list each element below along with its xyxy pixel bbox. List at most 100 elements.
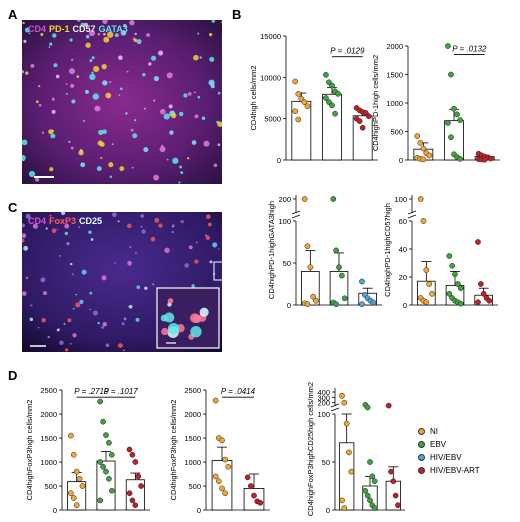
legend-swatch — [418, 441, 425, 448]
cell-dot — [134, 32, 137, 36]
cell-dot — [197, 32, 200, 35]
panel-letter-a: A — [8, 7, 18, 22]
cell-dot — [166, 158, 169, 161]
data-point — [367, 497, 373, 504]
y-tick-label: 2500 — [184, 386, 201, 395]
cell-dot — [129, 245, 132, 248]
y-tick-label: 300 — [317, 393, 330, 402]
data-point — [103, 432, 109, 438]
cell-dot — [70, 58, 74, 61]
cell-dot — [92, 93, 99, 100]
data-point — [446, 290, 453, 297]
data-point — [486, 297, 493, 304]
bar-ebv — [96, 460, 116, 511]
cell-dot — [184, 263, 189, 268]
data-point — [330, 299, 337, 306]
data-point — [215, 435, 222, 441]
cell-dot — [101, 63, 107, 70]
data-point — [414, 133, 421, 139]
data-point — [106, 439, 112, 446]
data-point — [445, 43, 451, 49]
data-point — [364, 404, 371, 411]
data-point — [392, 492, 399, 499]
y-tick-label: 200 — [278, 195, 291, 204]
y-tick-label: 2000 — [40, 410, 57, 419]
data-point — [452, 297, 458, 304]
cell-dot — [150, 55, 157, 61]
data-point — [79, 483, 86, 489]
cell-dot — [133, 38, 138, 43]
cell-dot — [72, 307, 75, 310]
cell-dot — [83, 22, 88, 27]
data-point — [67, 490, 74, 497]
cell-dot — [191, 284, 195, 288]
bar-hiv-ebv-art — [352, 115, 373, 161]
data-point — [478, 152, 485, 159]
data-point — [367, 297, 374, 304]
cell-dot — [75, 294, 77, 296]
data-point — [251, 492, 257, 499]
cell-dot — [132, 133, 138, 139]
cell-dot — [191, 140, 197, 145]
chart-d1: 0 500 1000 1500 2000 2500 CD4highFoxP3high cel… — [25, 386, 150, 515]
cell-dot — [53, 63, 58, 68]
legend-swatch — [418, 454, 425, 461]
cell-dot — [118, 94, 121, 97]
cell-dot — [217, 248, 220, 250]
cell-dot — [64, 223, 70, 229]
cell-dot — [40, 277, 46, 283]
data-point — [481, 156, 488, 163]
legend-label: HIV/EBV — [430, 453, 462, 462]
y-tick-label: 1500 — [386, 71, 403, 80]
y-tick-label: 1000 — [184, 458, 201, 467]
data-point — [336, 264, 342, 271]
data-point — [310, 293, 317, 300]
cell-dot — [32, 223, 38, 229]
y-tick-label: 0 — [399, 156, 403, 165]
data-point — [329, 82, 335, 89]
cell-dot — [65, 92, 68, 95]
cell-dot — [103, 36, 110, 43]
y-tick-label: 50 — [322, 458, 330, 467]
data-point — [371, 478, 378, 485]
y-tick-label: 60 — [399, 217, 407, 226]
data-point — [100, 418, 106, 425]
cell-dot — [67, 318, 72, 323]
data-point — [257, 499, 264, 506]
cell-dot — [117, 220, 120, 223]
cell-dot — [169, 130, 174, 135]
cell-dot — [205, 214, 211, 220]
data-point — [301, 196, 308, 202]
y-tick-label: 500 — [390, 128, 403, 137]
bar-hiv-ebv-art — [243, 487, 265, 511]
data-point — [446, 253, 453, 259]
data-point — [313, 297, 319, 304]
cell-dot — [94, 105, 101, 112]
cell-dot — [199, 56, 202, 59]
cell-dot — [102, 129, 107, 135]
y-tick-label: 1500 — [184, 434, 201, 443]
cell-dot — [96, 166, 102, 172]
cell-dot — [52, 33, 57, 38]
y-tick-label: 20 — [399, 273, 407, 282]
data-point — [341, 505, 348, 511]
cell-dot — [25, 213, 31, 219]
cell-dot — [28, 170, 36, 178]
data-point — [132, 459, 139, 465]
data-point — [332, 88, 338, 95]
bar-hiv-ebv-art — [385, 480, 401, 511]
cell-dot — [158, 223, 163, 228]
cell-dot — [190, 313, 200, 323]
cell-dot — [65, 348, 69, 352]
cell-dot — [90, 238, 94, 241]
data-point — [361, 292, 368, 298]
cell-dot — [22, 70, 24, 74]
cell-dot — [161, 327, 169, 336]
cell-dot — [38, 103, 42, 107]
bar-hiv-ebv — [358, 292, 377, 306]
data-point — [457, 300, 464, 307]
data-point — [103, 468, 109, 475]
data-point — [301, 99, 308, 105]
data-point — [338, 272, 345, 279]
data-point — [420, 297, 427, 304]
